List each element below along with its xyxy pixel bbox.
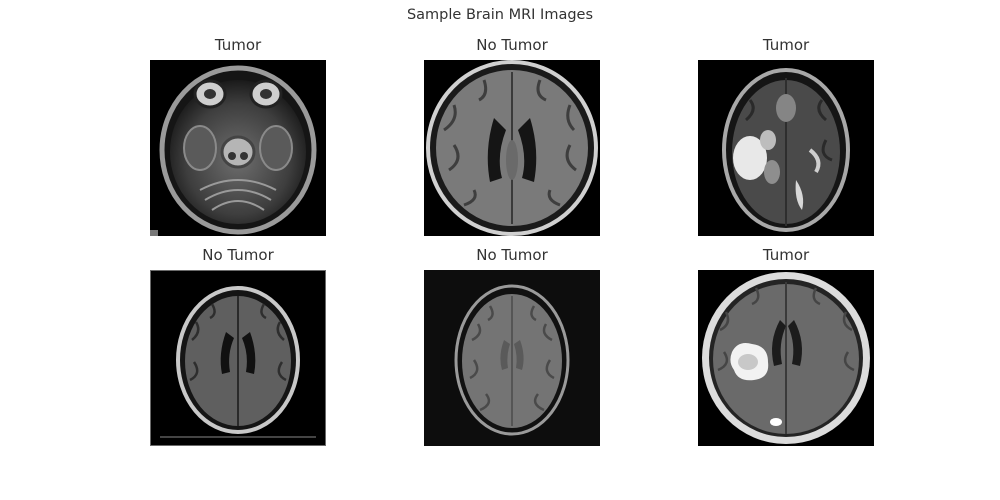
mri-panel-5: No Tumor	[424, 246, 600, 446]
mri-image	[698, 60, 874, 236]
mri-panel-4: No Tumor	[150, 246, 326, 446]
mri-image	[698, 270, 874, 446]
mri-image	[150, 270, 326, 446]
panel-label: No Tumor	[384, 36, 640, 54]
panel-label: No Tumor	[110, 246, 366, 264]
mri-panel-6: Tumor	[698, 246, 874, 446]
panel-label: Tumor	[110, 36, 366, 54]
panel-label: Tumor	[658, 246, 914, 264]
panel-label: No Tumor	[384, 246, 640, 264]
mri-panel-1: Tumor	[150, 36, 326, 236]
mri-panel-2: No Tumor	[424, 36, 600, 236]
mri-panel-3: Tumor	[698, 36, 874, 236]
panel-label: Tumor	[658, 36, 914, 54]
figure-title: Sample Brain MRI Images	[0, 7, 1000, 23]
mri-image	[424, 270, 600, 446]
mri-image	[150, 60, 326, 236]
mri-image	[424, 60, 600, 236]
